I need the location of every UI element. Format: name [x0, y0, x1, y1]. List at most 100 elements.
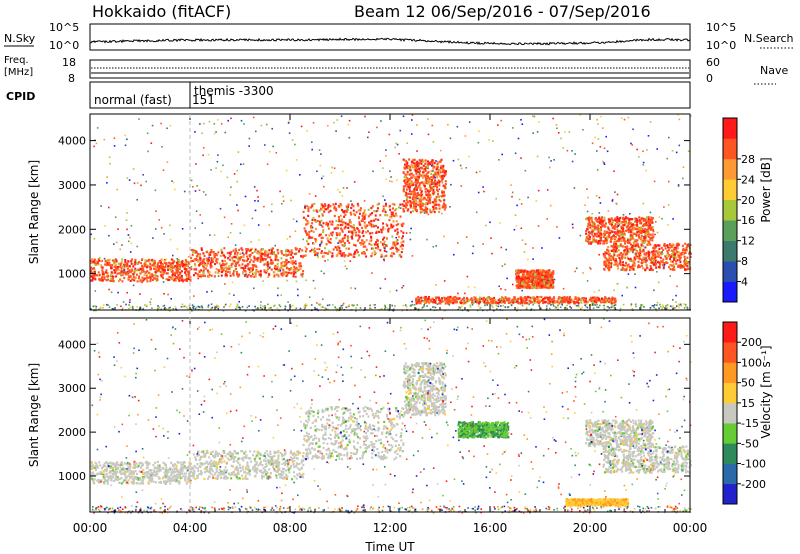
data-cell	[549, 285, 552, 288]
noise-cell	[302, 238, 304, 241]
data-cell	[553, 297, 556, 300]
data-cell	[636, 256, 639, 260]
data-cell	[484, 298, 487, 301]
data-cell	[524, 299, 527, 302]
data-cell	[97, 263, 100, 266]
noise-cell	[443, 280, 446, 282]
data-cell	[331, 255, 334, 258]
data-cell	[328, 234, 331, 237]
data-cell	[646, 234, 649, 237]
data-cell	[640, 231, 643, 234]
noise-cell	[269, 150, 271, 153]
noise-cell	[447, 123, 449, 126]
data-cell	[375, 241, 378, 244]
noise-cell	[132, 284, 135, 287]
noise-cell	[500, 119, 502, 122]
data-cell	[673, 247, 676, 251]
data-cell	[444, 173, 447, 176]
data-cell	[277, 252, 280, 255]
data-cell	[624, 242, 626, 245]
noise-cell	[224, 131, 227, 134]
data-cell	[420, 162, 423, 165]
data-cell	[320, 236, 323, 240]
data-cell	[539, 280, 541, 284]
data-cell	[650, 220, 653, 223]
data-cell	[529, 301, 532, 304]
data-cell	[383, 255, 386, 258]
noise-cell	[230, 117, 232, 120]
data-cell	[391, 202, 394, 206]
data-cell	[603, 219, 606, 222]
near-range-cell	[111, 308, 114, 310]
noise-cell	[616, 203, 618, 205]
data-cell	[597, 231, 600, 234]
data-cell	[566, 296, 569, 299]
data-cell	[146, 270, 149, 273]
data-cell	[221, 251, 223, 254]
data-cell	[238, 264, 241, 267]
noise-cell	[385, 155, 387, 157]
data-cell	[395, 220, 398, 223]
data-cell	[209, 261, 212, 264]
data-cell	[181, 264, 184, 267]
data-cell	[633, 260, 636, 263]
freq-panel	[89, 59, 691, 79]
data-cell	[140, 262, 143, 265]
data-cell	[597, 229, 600, 232]
data-cell	[361, 226, 364, 230]
noise-cell	[411, 119, 413, 121]
data-cell	[184, 261, 187, 264]
noise-cell	[642, 150, 644, 153]
data-cell	[105, 259, 108, 262]
data-cell	[671, 255, 674, 258]
data-cell	[608, 229, 611, 232]
data-cell	[141, 264, 144, 267]
data-cell	[541, 285, 543, 288]
data-cell	[389, 204, 391, 208]
data-cell	[420, 296, 423, 299]
data-cell	[616, 216, 619, 219]
data-cell	[324, 203, 326, 206]
noise-cell	[217, 154, 219, 156]
data-cell	[610, 238, 613, 241]
noise-cell	[169, 238, 172, 241]
data-cell	[441, 166, 443, 169]
data-cell	[382, 226, 385, 229]
noise-cell	[311, 148, 313, 151]
noise-cell	[384, 278, 387, 280]
data-cell	[393, 203, 396, 206]
data-cell	[672, 250, 675, 253]
data-cell	[561, 299, 564, 302]
data-cell	[645, 220, 648, 223]
noise-cell	[279, 270, 282, 272]
data-cell	[651, 250, 654, 254]
data-cell	[441, 181, 444, 184]
data-cell	[204, 263, 207, 266]
noise-cell	[113, 145, 116, 147]
data-cell	[101, 269, 104, 272]
data-cell	[442, 174, 445, 177]
noise-cell	[584, 204, 586, 206]
data-cell	[249, 249, 252, 252]
data-cell	[415, 205, 417, 208]
noise-cell	[126, 138, 128, 141]
data-cell	[437, 195, 440, 198]
data-cell	[540, 282, 543, 286]
data-cell	[215, 257, 218, 260]
noise-cell	[327, 125, 329, 127]
data-cell	[170, 258, 173, 261]
data-cell	[300, 255, 303, 258]
data-cell	[200, 248, 203, 251]
data-cell	[321, 213, 324, 216]
data-cell	[551, 278, 554, 281]
data-cell	[128, 265, 131, 268]
data-cell	[308, 230, 311, 233]
data-cell	[405, 191, 408, 194]
data-cell	[395, 224, 398, 227]
noise-cell	[295, 280, 298, 283]
data-cell	[442, 170, 444, 174]
near-range-cell	[116, 304, 118, 306]
data-cell	[358, 237, 361, 240]
data-cell	[688, 245, 691, 248]
data-cell	[407, 208, 410, 211]
